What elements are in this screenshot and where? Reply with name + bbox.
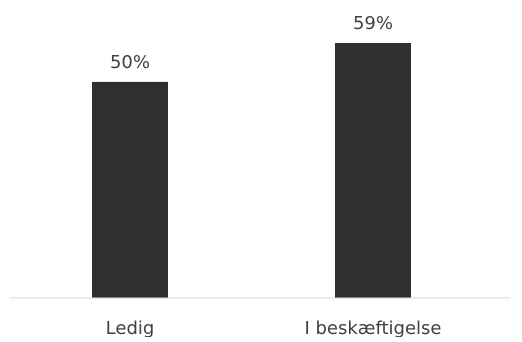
category-label-1: I beskæftigelse <box>304 318 441 337</box>
bar-1 <box>335 43 411 298</box>
bars-layer <box>92 43 411 298</box>
data-labels-layer: 50% 59% <box>110 13 393 73</box>
data-label-1: 59% <box>353 13 393 34</box>
category-label-0: Ledig <box>106 318 155 337</box>
bar-0 <box>92 81 168 298</box>
data-label-0: 50% <box>110 52 150 73</box>
category-labels-layer: Ledig I beskæftigelse <box>106 318 442 339</box>
